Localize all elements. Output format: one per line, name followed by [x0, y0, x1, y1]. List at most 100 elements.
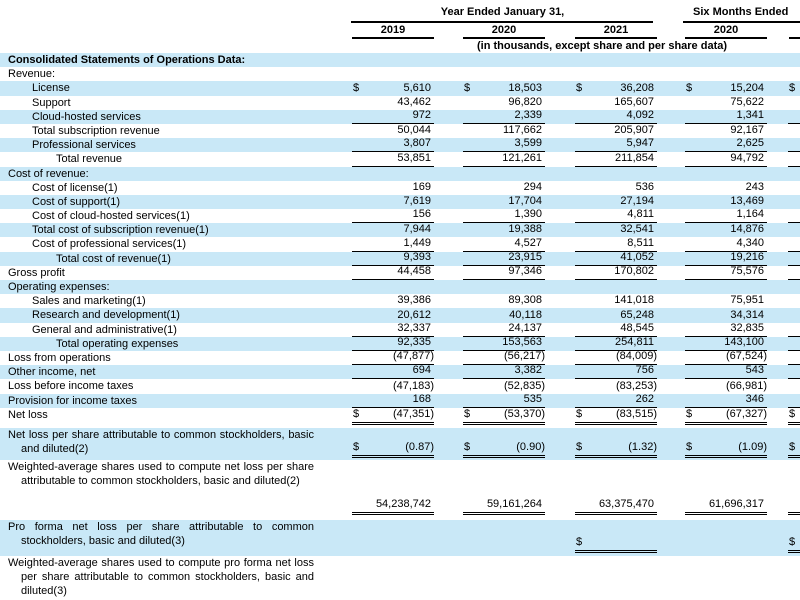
cell-fy2021: 41,052: [575, 251, 657, 266]
cell-value: 4,527: [514, 236, 542, 249]
cell-fy2021: $ (83,515): [575, 408, 657, 425]
cell-fy2021: 536: [575, 181, 657, 195]
table-row: Gross profit 44,458 97,346 170,802 75,576: [0, 265, 800, 280]
table-row: Cost of license(1) 169 294 536 243: [0, 181, 800, 195]
cell-fy2021: (83,253): [575, 379, 657, 393]
cell-value: 7,619: [403, 195, 431, 208]
cell-value: 39,386: [397, 294, 431, 307]
cell-6mo-2020: 346: [685, 393, 767, 408]
cell-value: 543: [745, 364, 764, 377]
cell-value: 141,018: [614, 294, 654, 307]
cell-fy2020: 3,382: [463, 364, 545, 380]
cell-6mo-partial: [788, 294, 800, 308]
cell-value: 972: [412, 108, 431, 121]
cell-value: (47,877): [393, 350, 434, 363]
cell-6mo-partial: [788, 252, 800, 266]
dollar-sign: $: [576, 407, 583, 420]
cell-6mo-2020: 94,792: [685, 152, 767, 167]
cell-value: 254,811: [615, 335, 654, 348]
cell-value: 8,511: [627, 236, 654, 249]
cell-fy2020: 40,118: [463, 308, 545, 322]
cell-6mo-2020: 32,835: [685, 322, 767, 337]
cell-value: 121,261: [502, 151, 542, 164]
six-months-group-rule: [683, 21, 800, 23]
table-row: Cloud-hosted services 972 2,339 4,092 1,341: [0, 108, 800, 124]
row-label: Total revenue: [56, 153, 123, 166]
table-row: General and administrative(1) 32,337 24,13…: [0, 322, 800, 337]
table-row: Total revenue 53,851 121,261 211,854 94,792: [0, 151, 800, 167]
cell-value: 156: [412, 208, 431, 221]
row-label: Provision for income taxes: [8, 394, 137, 407]
dollar-sign: $: [576, 81, 583, 94]
cell-fy2021: 4,092: [575, 109, 657, 124]
cell-value: 1,390: [514, 208, 542, 221]
dollar-sign: $: [353, 440, 360, 453]
cell-6mo-2020: 243: [685, 181, 767, 195]
cell-fy2020: 59,161,264: [463, 460, 545, 515]
row-label: Loss before income taxes: [8, 380, 134, 393]
cell-value: 4,811: [627, 208, 654, 221]
cell-fy2019: 1,449: [352, 236, 434, 252]
table-row: Cost of support(1) 7,619 17,704 27,194 13,46…: [0, 194, 800, 210]
cell-fy2020: 23,915: [463, 251, 545, 266]
table-row: Provision for income taxes 168 535 262 346: [0, 393, 800, 408]
cell-fy2020: 117,662: [463, 124, 545, 138]
cell-fy2020: 89,308: [463, 294, 545, 308]
cell-fy2020: 17,704: [463, 195, 545, 209]
cell-fy2021: 254,811: [575, 335, 657, 351]
cell-fy2021: 262: [575, 393, 657, 408]
row-label: Pro forma net loss per share attributabl…: [8, 520, 314, 547]
dollar-sign: $: [464, 440, 471, 453]
row-label: Sales and marketing(1): [32, 295, 146, 308]
cell-fy2019: (47,877): [352, 350, 434, 366]
cell-fy2021: 165,607: [575, 96, 657, 110]
cell-fy2021: $ (1.32): [575, 428, 657, 458]
cell-6mo-2020: $ (67,327): [685, 408, 767, 425]
cell-fy2019: 169: [352, 181, 434, 195]
table-row: Total cost of subscription revenue(1) 7,9…: [0, 223, 800, 238]
cell-value: 1,449: [403, 236, 431, 249]
cell-6mo-partial: [788, 379, 800, 393]
cell-value: 59,161,264: [486, 497, 542, 510]
cell-value: 89,308: [508, 294, 542, 307]
cell-value: (67,524): [726, 350, 767, 363]
cell-fy2019: (47,183): [352, 379, 434, 393]
table-row: Net loss per share attributable to commo…: [0, 427, 800, 460]
cell-value: 2,339: [514, 108, 542, 121]
cell-value: 756: [635, 364, 654, 377]
cell-value: 143,100: [724, 335, 764, 348]
row-label: Cost of cloud-hosted services(1): [32, 210, 190, 223]
cell-6mo-partial: $: [788, 81, 800, 95]
table-row: Cost of professional services(1) 1,449 4,5…: [0, 236, 800, 252]
statements-table-body: Consolidated Statements of Operations Da…: [0, 53, 800, 600]
cell-fy2020: 96,820: [463, 96, 545, 110]
cell-value: 20,612: [397, 308, 431, 321]
cell-fy2019: 44,458: [352, 265, 434, 280]
cell-value: 54,238,742: [375, 497, 431, 510]
cell-fy2019: 156: [352, 208, 434, 224]
cell-value: 170,802: [614, 265, 654, 277]
cell-fy2020: 3,599: [463, 137, 545, 153]
cell-fy2021: 32,541: [575, 223, 657, 237]
cell-fy2021: 211,854: [575, 152, 657, 167]
cell-fy2019: 7,619: [352, 195, 434, 209]
cell-6mo-2020: [685, 520, 767, 553]
column-header-fy2020: 2020: [463, 23, 545, 39]
cell-value: 65,248: [620, 308, 654, 321]
cell-value: 61,696,317: [708, 497, 764, 510]
cell-6mo-2020: 1,164: [685, 208, 767, 224]
row-label: Total cost of revenue(1): [56, 252, 171, 265]
cell-6mo-partial: [788, 209, 800, 224]
dollar-sign: $: [789, 440, 796, 453]
cell-6mo-partial: [788, 365, 800, 380]
cell-fy2019: 54,238,742: [352, 460, 434, 515]
cell-fy2019: 32,337: [352, 322, 434, 337]
cell-value: 1,341: [736, 108, 764, 121]
cell-6mo-2020: $15,204: [685, 81, 767, 95]
cell-6mo-partial: $: [788, 408, 800, 425]
cell-value: 169: [412, 180, 431, 193]
cell-6mo-partial: [788, 110, 800, 124]
cell-fy2021: $36,208: [575, 81, 657, 95]
cell-value: 3,599: [514, 137, 542, 150]
table-row: Total subscription revenue 50,044 117,662 2…: [0, 124, 800, 138]
